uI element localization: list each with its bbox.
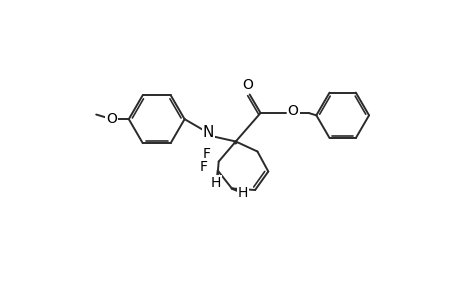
Text: F: F [200, 160, 207, 174]
Text: H: H [210, 176, 220, 190]
Text: F: F [202, 147, 210, 161]
Text: O: O [287, 104, 298, 118]
Text: N: N [202, 125, 214, 140]
Text: H: H [237, 186, 247, 200]
Text: O: O [242, 78, 253, 92]
Text: O: O [106, 112, 117, 126]
